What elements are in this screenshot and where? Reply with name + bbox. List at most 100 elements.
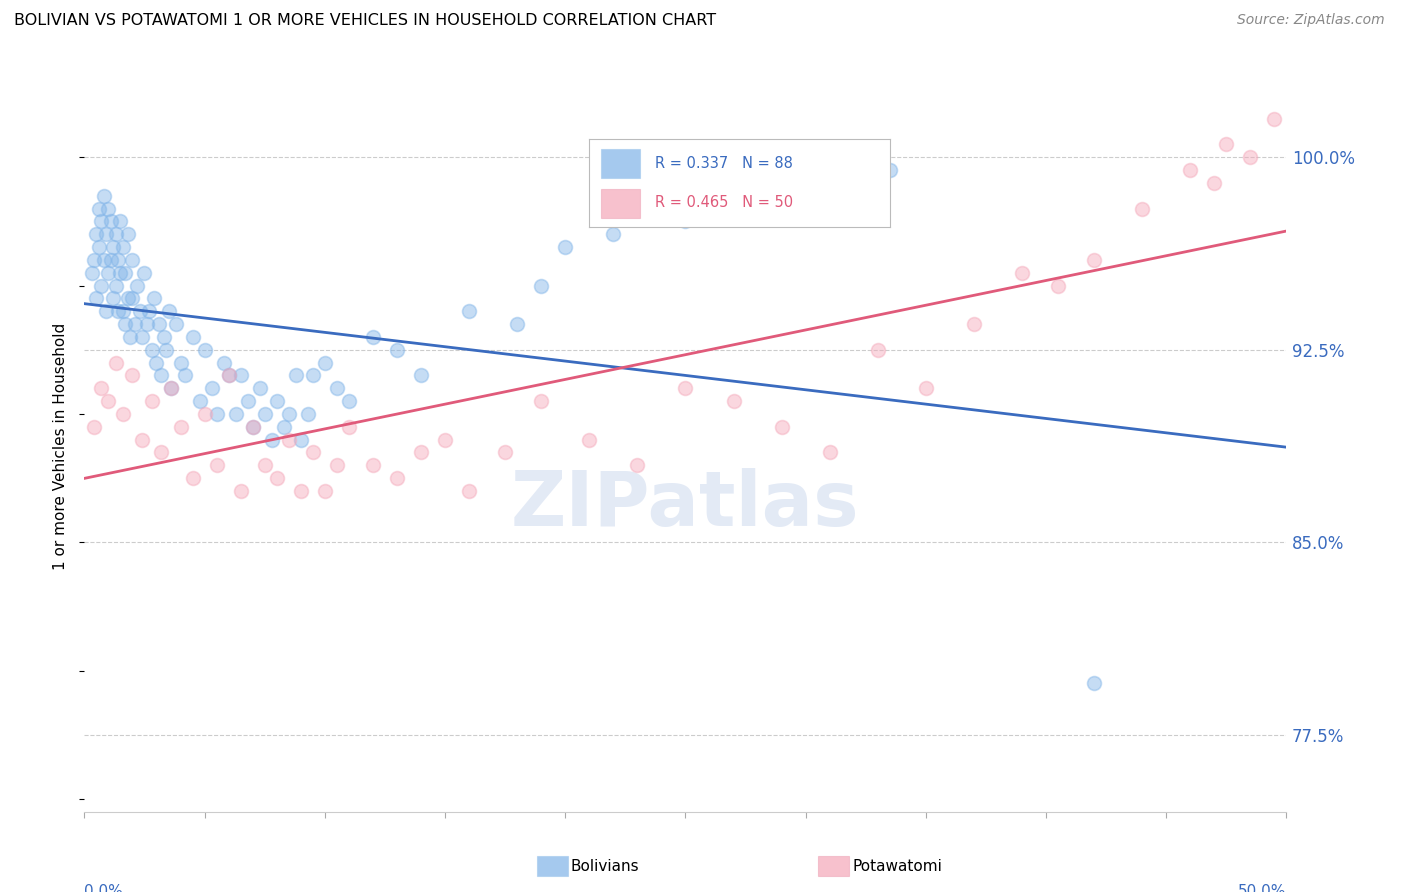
Point xyxy=(1011,266,1033,280)
Point xyxy=(145,355,167,369)
Point xyxy=(188,394,211,409)
Point xyxy=(127,278,149,293)
Point xyxy=(723,202,745,216)
Point xyxy=(530,394,553,409)
Point xyxy=(1047,278,1070,293)
Point xyxy=(675,214,697,228)
Point xyxy=(124,317,146,331)
Point xyxy=(104,227,127,242)
Point xyxy=(602,227,624,242)
Point xyxy=(1263,112,1285,126)
FancyBboxPatch shape xyxy=(602,189,640,218)
Point xyxy=(578,433,600,447)
Point xyxy=(458,304,481,318)
Point xyxy=(160,381,183,395)
Point xyxy=(225,407,247,421)
Text: Bolivians: Bolivians xyxy=(571,859,640,873)
Point xyxy=(1215,137,1237,152)
Point xyxy=(361,330,384,344)
Point xyxy=(141,394,163,409)
Point xyxy=(205,458,228,473)
Point xyxy=(212,355,235,369)
Point xyxy=(337,419,360,434)
Point xyxy=(118,330,141,344)
Point xyxy=(141,343,163,357)
Point xyxy=(111,407,134,421)
Point xyxy=(201,381,224,395)
Point xyxy=(242,419,264,434)
Point xyxy=(114,266,136,280)
Point xyxy=(134,266,156,280)
Point xyxy=(169,419,191,434)
Point xyxy=(409,445,432,459)
Point xyxy=(1083,252,1105,267)
Point xyxy=(148,317,170,331)
Text: Potawatomi: Potawatomi xyxy=(852,859,942,873)
Point xyxy=(277,433,299,447)
Point xyxy=(155,343,177,357)
Point xyxy=(111,304,134,318)
Point xyxy=(181,330,204,344)
Point xyxy=(229,368,252,383)
Point xyxy=(249,381,271,395)
Point xyxy=(266,471,288,485)
Point xyxy=(326,381,349,395)
Point xyxy=(409,368,432,383)
Point xyxy=(97,394,120,409)
Point xyxy=(236,394,259,409)
Point xyxy=(253,458,276,473)
Point xyxy=(87,202,110,216)
Point xyxy=(273,419,295,434)
Point xyxy=(100,252,122,267)
Point xyxy=(361,458,384,473)
Point xyxy=(770,419,793,434)
Point xyxy=(117,292,139,306)
FancyBboxPatch shape xyxy=(602,149,640,178)
Point xyxy=(117,227,139,242)
Point xyxy=(103,292,125,306)
Point xyxy=(314,483,336,498)
Point xyxy=(86,292,108,306)
Point xyxy=(107,304,129,318)
Point xyxy=(150,368,173,383)
Point xyxy=(218,368,240,383)
Point xyxy=(157,304,180,318)
Point xyxy=(121,252,143,267)
Point xyxy=(114,317,136,331)
Point xyxy=(723,394,745,409)
Point xyxy=(218,368,240,383)
Point xyxy=(458,483,481,498)
Point xyxy=(1130,202,1153,216)
Text: 0.0%: 0.0% xyxy=(84,884,124,892)
Point xyxy=(284,368,307,383)
Point xyxy=(290,483,312,498)
Point xyxy=(337,394,360,409)
Point xyxy=(169,355,191,369)
Point xyxy=(229,483,252,498)
Point xyxy=(260,433,283,447)
Point xyxy=(1239,150,1261,164)
Point xyxy=(266,394,288,409)
Point xyxy=(110,214,132,228)
Point xyxy=(90,214,112,228)
Point xyxy=(314,355,336,369)
Point xyxy=(277,407,299,421)
Point xyxy=(131,433,153,447)
Point xyxy=(93,252,115,267)
Point xyxy=(150,445,173,459)
Text: R = 0.337   N = 88: R = 0.337 N = 88 xyxy=(655,156,793,171)
Point xyxy=(100,214,122,228)
Point xyxy=(83,252,105,267)
Point xyxy=(90,381,112,395)
Text: ZIPatlas: ZIPatlas xyxy=(512,467,859,541)
Point xyxy=(97,202,120,216)
Point xyxy=(97,266,120,280)
Point xyxy=(131,330,153,344)
Point xyxy=(915,381,938,395)
Point xyxy=(104,278,127,293)
Point xyxy=(290,433,312,447)
Point xyxy=(121,368,143,383)
Point xyxy=(326,458,349,473)
Point xyxy=(506,317,529,331)
Point xyxy=(818,445,841,459)
